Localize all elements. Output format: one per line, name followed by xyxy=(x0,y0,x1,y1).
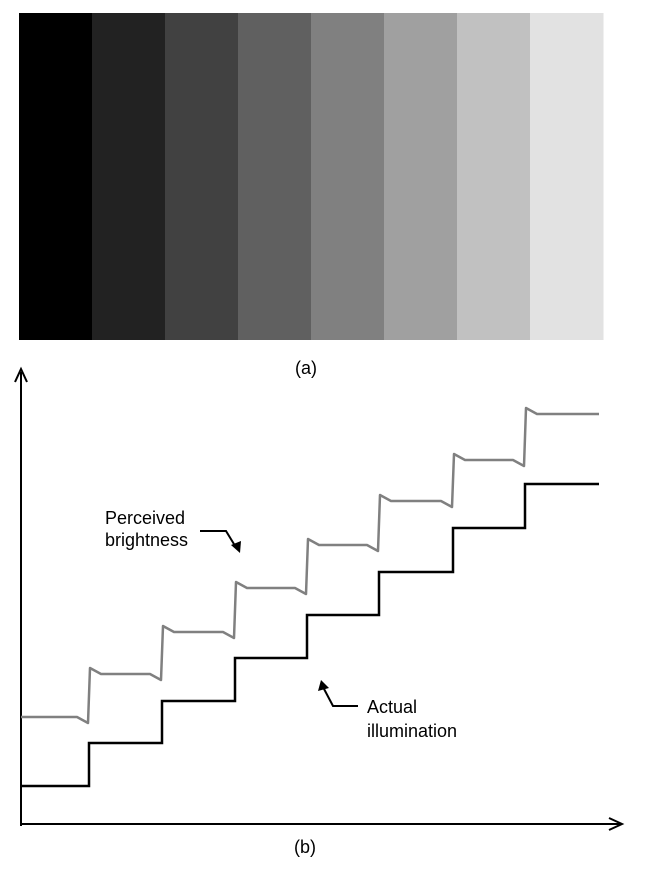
gray-band xyxy=(19,13,93,340)
perceived-label-line1: Perceived xyxy=(105,508,185,528)
gray-band xyxy=(165,13,239,340)
grayscale-bands xyxy=(19,13,604,340)
actual-label-line1: Actual xyxy=(367,697,417,717)
gray-band xyxy=(92,13,166,340)
actual-illumination-curve xyxy=(21,482,599,788)
axes xyxy=(14,366,625,831)
perceived-label-line2: brightness xyxy=(105,530,188,550)
caption-b: (b) xyxy=(294,837,316,857)
gray-band xyxy=(311,13,385,340)
gray-band xyxy=(457,13,531,340)
caption-a: (a) xyxy=(295,358,317,378)
perceived-pointer-head-icon xyxy=(231,541,241,553)
perceived-pointer-icon xyxy=(200,530,238,550)
gray-band xyxy=(530,13,604,340)
perceived-brightness-curve xyxy=(21,406,599,725)
gray-band xyxy=(384,13,458,340)
x-axis-arrow-icon xyxy=(608,817,625,831)
gray-band xyxy=(238,13,312,340)
y-axis-arrow-icon xyxy=(14,366,28,383)
actual-label-line2: illumination xyxy=(367,721,457,741)
actual-pointer-head-icon xyxy=(318,680,329,691)
actual-pointer-icon xyxy=(322,686,358,707)
